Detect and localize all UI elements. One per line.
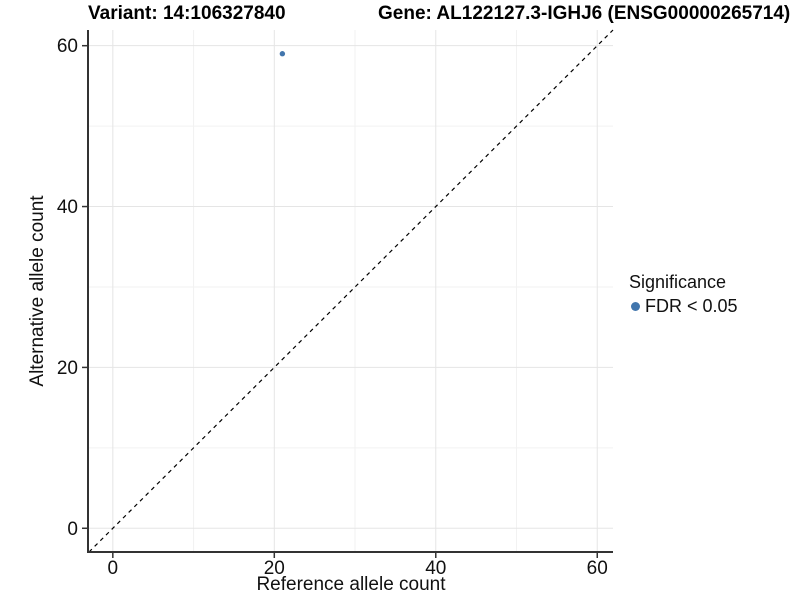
- legend-entry-label: FDR < 0.05: [645, 296, 738, 316]
- legend-entry: FDR < 0.05: [629, 296, 738, 317]
- x-tick-label: 40: [425, 558, 446, 579]
- data-point: [279, 51, 286, 57]
- y-tick-label: 20: [57, 358, 78, 379]
- legend-title: Significance: [629, 272, 727, 292]
- x-tick-label: 0: [108, 558, 119, 579]
- legend: Significance FDR < 0.05: [629, 272, 738, 317]
- y-tick-label: 60: [57, 36, 78, 57]
- x-tick-label: 60: [587, 558, 608, 579]
- identity-reference-line: [88, 29, 614, 553]
- y-tick-label: 0: [67, 519, 78, 540]
- x-axis-title: Reference allele count: [256, 574, 446, 595]
- y-tick-label: 40: [57, 197, 78, 218]
- y-axis-title: Alternative allele count: [27, 195, 48, 387]
- variant-title: Variant: 14:106327840: [88, 3, 286, 24]
- gene-title: Gene: AL122127.3-IGHJ6 (ENSG00000265714): [378, 3, 791, 24]
- x-tick-label: 20: [264, 558, 285, 579]
- legend-point-icon: [631, 302, 640, 311]
